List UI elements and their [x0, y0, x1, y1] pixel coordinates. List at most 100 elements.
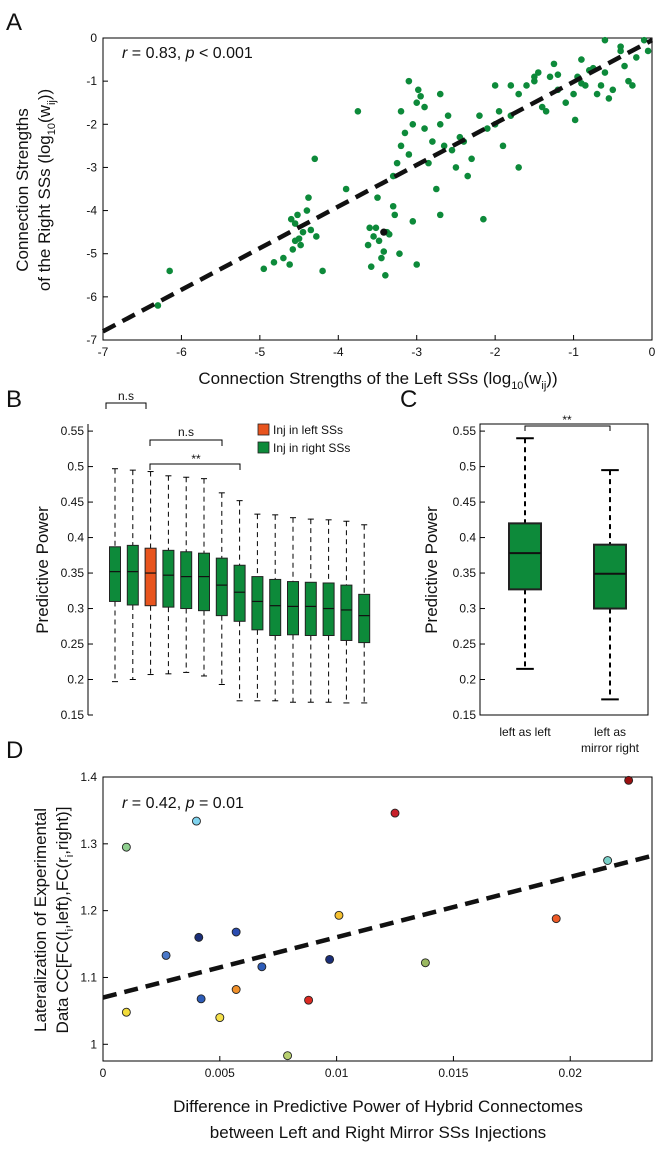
panel-b-box-1-box: [109, 546, 121, 602]
panel-c-box-2-box: [593, 543, 627, 610]
panel-a-fit-line: [101, 38, 654, 334]
panel-d-ylabel-line2: Data CC[FC(li,left),FC(ri,right)]: [53, 807, 76, 1034]
panel-c-ytick-label: 0.35: [453, 566, 477, 580]
panel-c-ytick-label: 0.45: [453, 495, 477, 509]
panel-b-box-15-box: [358, 593, 371, 644]
panel-a-point: [534, 69, 542, 76]
panel-label-d: D: [6, 737, 23, 764]
panel-a-ytick-label: -3: [86, 160, 97, 174]
panel-d-annotation: r = 0.42, p = 0.01: [122, 795, 244, 812]
panel-a-point: [468, 155, 475, 163]
panel-b-box-6-box: [198, 552, 210, 612]
panel-a-point: [531, 73, 538, 81]
panel-a-xtick-label: -3: [411, 345, 422, 359]
panel-a-point: [305, 194, 312, 201]
panel-b-ytick-label: 0.2: [67, 673, 84, 687]
panel-c-ytick-label: 0.25: [453, 637, 477, 651]
panel-a-xtick-label: -2: [490, 345, 501, 359]
panel-b-ytick-label: 0.3: [67, 602, 84, 616]
panel-a-point: [436, 90, 444, 98]
panel-a-ylabel-line1: Connection Strengths: [13, 108, 32, 272]
panel-label-c: C: [400, 386, 417, 413]
panel-a-point: [629, 82, 636, 89]
panel-a-ylabel-line2: of the Right SSs (log10(wij)): [35, 89, 58, 291]
panel-c-sig-bracket: [524, 425, 611, 431]
panel-a-point: [311, 155, 319, 163]
panel-label-b: B: [6, 386, 22, 413]
panel-a-point: [480, 215, 487, 223]
panel-c-axes-box: [479, 423, 649, 716]
panel-a-point: [372, 224, 380, 232]
legend-label-right: Inj in right SSs: [273, 441, 350, 455]
panel-b-box-14-box: [340, 584, 353, 641]
panel-c-ytick-label: 0.3: [459, 602, 476, 616]
panel-b-box-12-box: [304, 581, 317, 637]
panel-a: -7 -6 -5 -4 -3 -2 -1 0 -7 -6 -5 -4 -3 -2 -1 0 r = 0.83,…: [13, 31, 655, 392]
panel-a-point: [523, 82, 530, 89]
panel-a-point: [375, 237, 383, 245]
panel-a-point: [397, 142, 405, 150]
panel-a-point: [366, 224, 373, 232]
panel-a-point: [405, 151, 413, 158]
panel-b-ytick-label: 0.5: [67, 460, 84, 474]
legend-swatch-right: [257, 441, 270, 454]
panel-b-box-9-box: [251, 576, 264, 631]
panel-b-legend: Inj in left SSs Inj in right SSs: [257, 423, 350, 455]
panel-d-point: [390, 808, 400, 818]
panel-d-xlabel-line2: between Left and Right Mirror SSs Inject…: [210, 1123, 546, 1142]
panel-a-point: [260, 265, 268, 273]
sig-label-stars-c: **: [562, 413, 572, 427]
panel-a-point: [570, 90, 577, 98]
panel-c-category-1: left as left: [499, 725, 551, 739]
panel-a-point: [578, 56, 585, 63]
panel-a-ytick-label: -4: [86, 204, 97, 218]
panel-d-point: [121, 1007, 131, 1017]
panel-d-point: [624, 775, 634, 785]
panel-b-ytick-label: 0.45: [61, 495, 85, 509]
sig-label-ns-2: n.s: [178, 425, 194, 439]
panel-d-ytick-label: 1.3: [80, 837, 97, 851]
panel-a-point: [409, 218, 417, 225]
panel-a-point: [609, 86, 617, 94]
panel-a-point: [499, 142, 507, 150]
panel-d-xtick-label: 0.005: [205, 1066, 235, 1080]
panel-a-point: [289, 246, 297, 253]
panel-d-point: [231, 985, 241, 994]
panel-a-xtick-label: -1: [568, 345, 579, 359]
panel-c-ytick-label: 0.4: [459, 531, 476, 545]
panel-a-point: [303, 207, 311, 214]
panel-a-point: [166, 267, 173, 275]
panel-a-point: [374, 194, 381, 201]
panel-a-point: [464, 172, 471, 180]
panel-d-point: [551, 914, 561, 924]
panel-a-annotation: r = 0.83, p < 0.001: [122, 45, 253, 62]
legend-label-left: Inj in left SSs: [273, 423, 343, 437]
panel-a-xtick-label: -7: [98, 345, 109, 359]
panel-d-point: [161, 950, 171, 960]
panel-a-point: [291, 220, 299, 227]
panel-d-point: [231, 927, 241, 937]
panel-a-point: [409, 120, 417, 128]
panel-a-point: [367, 263, 375, 270]
panel-a-xtick-label: -4: [333, 345, 344, 359]
panel-a-point: [436, 120, 444, 128]
panel-d-point: [420, 958, 430, 968]
panel-b-box-13-box: [322, 582, 335, 637]
panel-d-ytick-label: 1: [90, 1037, 97, 1051]
panel-a-point: [507, 82, 515, 89]
panel-a-point: [617, 47, 624, 55]
panel-d-xtick-label: 0.015: [438, 1066, 468, 1080]
panel-a-point: [448, 146, 456, 154]
panel-b-box-7-box: [215, 557, 228, 617]
panel-d-xtick-label: 0.01: [325, 1066, 349, 1080]
legend-swatch-left: [257, 423, 270, 436]
panel-a-ytick-label: -7: [86, 333, 97, 347]
panel-a-point: [625, 77, 632, 85]
panel-a-point: [270, 259, 278, 266]
panel-a-point: [414, 86, 422, 94]
panel-a-point: [370, 233, 377, 240]
panel-a-point: [601, 69, 609, 76]
panel-d-axes-box: [102, 776, 653, 1062]
panel-a-point: [546, 73, 554, 81]
panel-c-ytick-label: 0.5: [459, 460, 476, 474]
